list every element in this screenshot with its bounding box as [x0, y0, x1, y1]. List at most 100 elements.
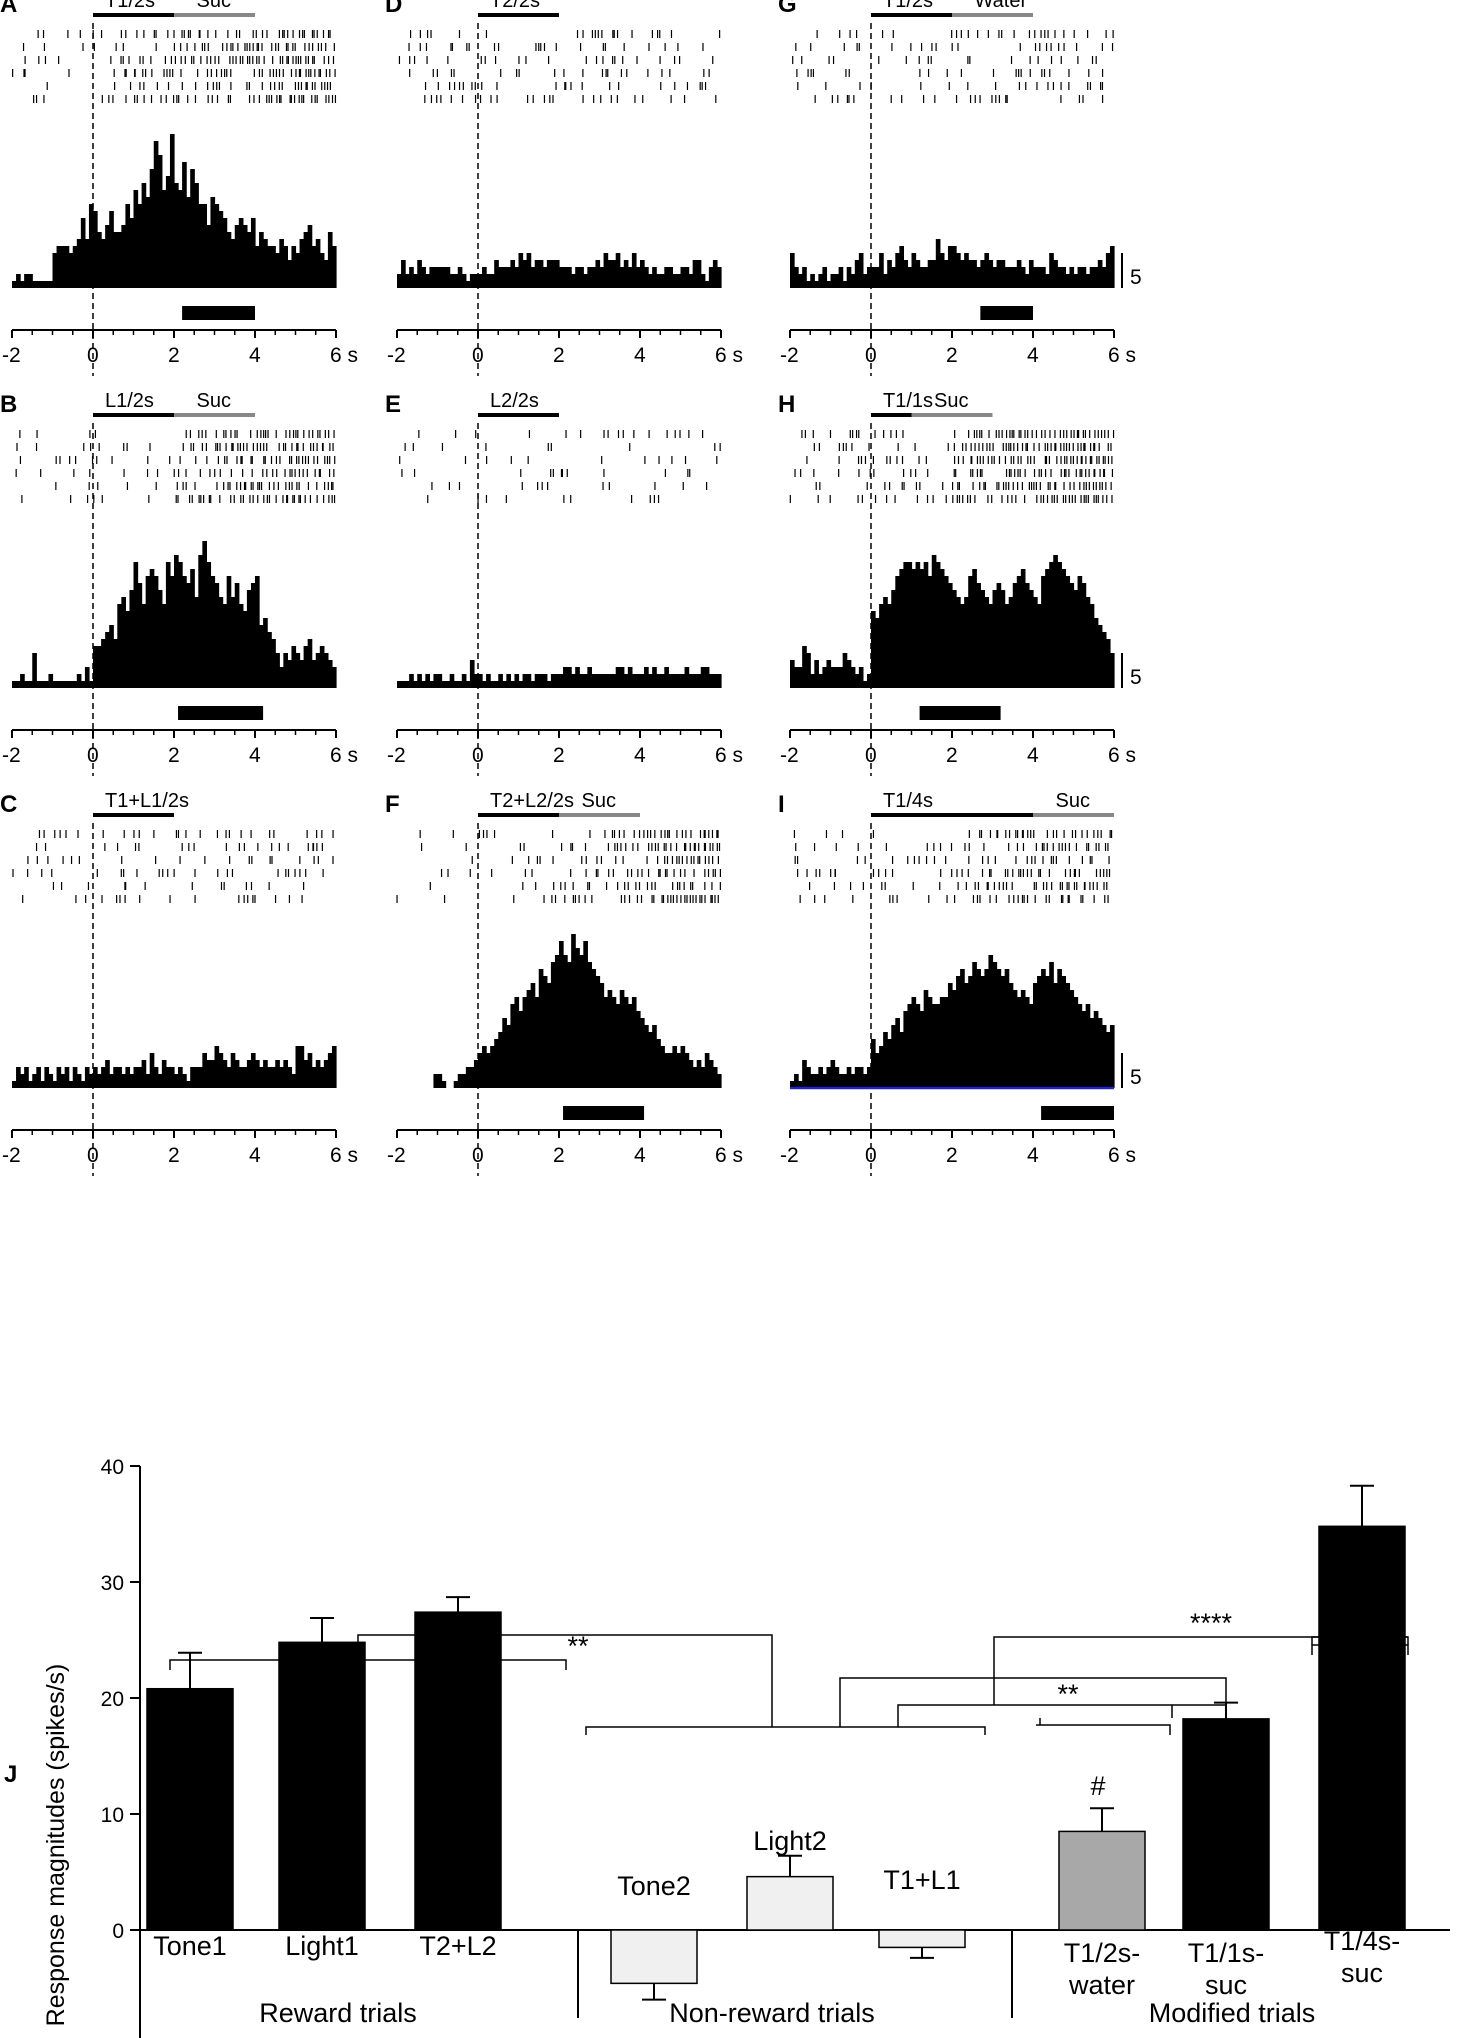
histogram-bar: [903, 260, 909, 288]
histogram-bar: [259, 625, 264, 688]
y-tick-label: 0: [112, 1920, 124, 1943]
histogram-bar: [615, 253, 621, 288]
histogram-bar: [879, 253, 884, 288]
histogram-bar: [818, 1067, 823, 1088]
raster: [789, 430, 1115, 503]
reward-label: Suc: [197, 0, 231, 12]
histogram-bar: [631, 674, 637, 688]
histogram-bar: [469, 274, 475, 288]
stimulus-bar: [478, 813, 559, 817]
histogram-bar: [854, 1067, 860, 1088]
reward-bar: [559, 813, 640, 817]
histogram-bar: [299, 1046, 305, 1088]
histogram-bar: [680, 1046, 686, 1088]
histogram-bar: [494, 681, 499, 688]
histogram-bar: [676, 274, 682, 288]
histogram: [12, 1046, 337, 1088]
histogram-bar: [822, 1074, 828, 1088]
histogram-bar: [218, 597, 224, 688]
histogram-bar: [644, 267, 649, 288]
histogram-bar: [299, 239, 305, 288]
raster: [793, 830, 1113, 903]
histogram-bar: [153, 141, 159, 288]
histogram-bar: [502, 267, 507, 288]
histogram-bar: [169, 576, 175, 688]
histogram-bar: [445, 681, 451, 688]
histogram-bar: [692, 674, 698, 688]
histogram-bar: [652, 667, 657, 688]
histogram-bar: [105, 1060, 110, 1088]
y-tick-label: 30: [101, 1572, 124, 1595]
histogram-bar: [291, 1074, 297, 1088]
histogram-bar: [295, 1046, 301, 1088]
histogram-bar: [980, 976, 985, 1088]
histogram-bar: [1049, 962, 1054, 1088]
significance-window: [980, 306, 1033, 320]
stimulus-bar: [871, 813, 1033, 817]
histogram-bar: [137, 1067, 143, 1088]
histogram-bar: [806, 1067, 811, 1088]
panel-letter: B: [0, 391, 17, 418]
histogram-bar: [1089, 604, 1095, 688]
histogram-bar: [283, 1060, 288, 1088]
x-tick-label: -2: [780, 1144, 799, 1167]
stimulus-bar: [871, 413, 912, 417]
bar: [414, 1611, 502, 1931]
histogram-bar: [668, 674, 673, 688]
category-label: T1/1s-: [1188, 1938, 1265, 1968]
histogram-bar: [587, 267, 592, 288]
histogram-bar: [401, 681, 406, 688]
reward-label: Suc: [582, 790, 616, 812]
histogram-bar: [984, 253, 990, 288]
x-tick-label: 6 s: [715, 1144, 743, 1167]
histogram-bar: [461, 1074, 467, 1088]
histogram-bar: [238, 218, 244, 288]
histogram-bar: [465, 1067, 471, 1088]
histogram-bar: [113, 1067, 118, 1088]
histogram-bar: [554, 260, 560, 288]
histogram-bar: [36, 1067, 41, 1088]
histogram-bar: [1109, 1025, 1115, 1088]
histogram-bar: [712, 674, 718, 688]
group-label: Reward trials: [259, 1998, 417, 2028]
histogram-bar: [490, 274, 495, 288]
histogram-bar: [862, 681, 868, 688]
histogram-bar: [1020, 569, 1026, 688]
histogram-bar: [105, 225, 110, 288]
histogram-bar: [935, 562, 941, 688]
panel-h: H T1/1s Suc -2 0 2 4 6 s 5: [778, 390, 1142, 776]
histogram-bar: [943, 997, 949, 1088]
histogram-bar: [76, 674, 82, 688]
histogram-bar: [826, 1067, 832, 1088]
histogram-bar: [822, 267, 828, 288]
histogram-bar: [68, 253, 74, 288]
histogram-bar: [255, 246, 260, 288]
histogram-bar: [814, 660, 819, 688]
histogram-bar: [1085, 274, 1091, 288]
x-tick-label: -2: [780, 344, 799, 367]
histogram-bar: [826, 660, 832, 688]
x-tick-label: 2: [168, 1144, 180, 1167]
histogram-bar: [542, 976, 548, 1088]
histogram-bar: [101, 639, 106, 688]
histogram-bar: [1105, 639, 1111, 688]
histogram-bar: [554, 955, 560, 1088]
histogram-bar: [952, 590, 957, 688]
histogram-bar: [579, 267, 584, 288]
histogram-bar: [1073, 997, 1079, 1088]
histogram-bar: [307, 225, 313, 288]
histogram-bar: [591, 267, 597, 288]
histogram-bar: [522, 260, 528, 288]
histogram-bar: [838, 267, 844, 288]
x-tick-label: -2: [2, 744, 21, 767]
x-tick-label: -2: [2, 1144, 21, 1167]
histogram-bar: [52, 681, 58, 688]
histogram-bar: [1065, 274, 1071, 288]
histogram-bar: [178, 562, 183, 688]
histogram-bar: [56, 246, 62, 288]
histogram-bar: [226, 1067, 232, 1088]
category-label: Light1: [285, 1931, 359, 1961]
reward-bar: [174, 13, 255, 17]
histogram-bar: [587, 962, 592, 1088]
